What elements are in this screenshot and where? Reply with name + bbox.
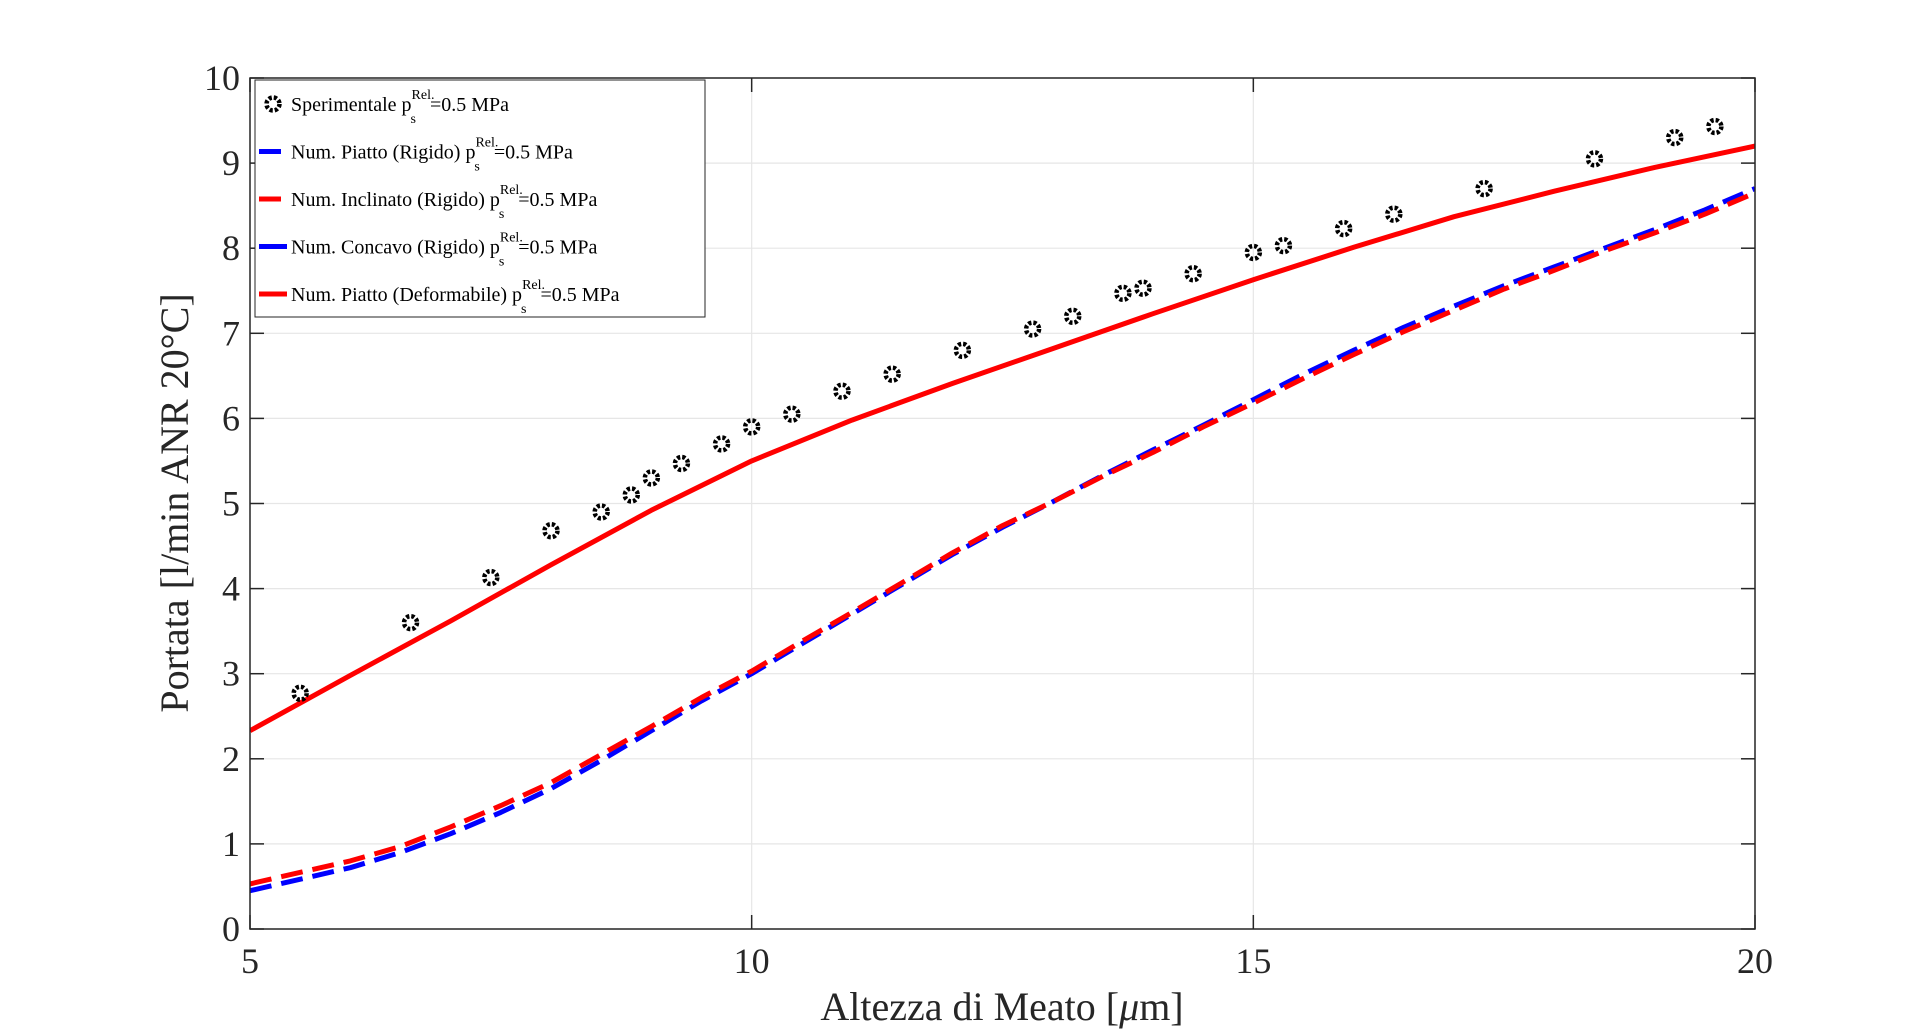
legend-prefix: Num. Piatto (Rigido) p	[291, 142, 475, 164]
y-tick-label: 5	[222, 484, 240, 524]
y-tick-label: 2	[222, 739, 240, 779]
y-tick-label: 10	[204, 58, 240, 98]
data-point	[1334, 219, 1353, 238]
legend-sup: Rel.	[522, 278, 545, 293]
data-point	[1134, 279, 1152, 297]
legend-marker-icon	[264, 95, 282, 113]
data-point	[883, 365, 901, 383]
data-point	[1665, 128, 1684, 147]
data-point	[1475, 179, 1493, 198]
legend-sup: Rel.	[412, 88, 435, 103]
legend-sup: Rel.	[500, 231, 523, 246]
legend-entry-3: Num. Concavo (Rigido) pRel. s =0.5 MPa	[291, 231, 597, 270]
data-point	[542, 521, 560, 540]
y-tick-label: 9	[222, 143, 240, 183]
series-line-3	[250, 143, 1755, 733]
legend-prefix: Num. Concavo (Rigido) p	[291, 237, 500, 259]
x-axis-label: Altezza di Meato [μm]	[820, 984, 1183, 1029]
data-point	[712, 435, 731, 453]
series-lines	[250, 143, 1755, 894]
x-tick-label: 15	[1235, 941, 1271, 981]
legend-suffix: =0.5 MPa	[540, 284, 619, 306]
y-tick-label: 4	[222, 569, 240, 609]
y-tick-label: 3	[222, 654, 240, 694]
data-point	[401, 613, 420, 632]
legend-suffix: =0.5 MPa	[518, 237, 597, 259]
legend-suffix: =0.5 MPa	[518, 189, 597, 211]
legend-sup: Rel.	[500, 183, 523, 198]
legend-entry-0: Sperimentale pRel. s =0.5 MPa	[291, 88, 509, 127]
data-point	[833, 382, 851, 400]
legend-entry-1: Num. Piatto (Rigido) pRel. s =0.5 MPa	[291, 136, 573, 175]
data-point	[1274, 236, 1293, 255]
legend-entry-4: Num. Piatto (Deformabile) pRel. s =0.5 MPa	[291, 278, 620, 317]
y-tick-label: 0	[222, 909, 240, 949]
legend-sub: s	[474, 160, 479, 175]
data-point	[1706, 117, 1724, 136]
y-tick-label: 6	[222, 398, 240, 438]
legend-prefix: Num. Piatto (Deformabile) p	[291, 284, 522, 306]
data-point	[291, 684, 309, 703]
data-point	[783, 405, 801, 423]
data-point	[482, 568, 500, 587]
legend-sub: s	[499, 207, 504, 222]
data-point	[622, 486, 641, 504]
tick-labels: 5 10 15 20 0 1 2 3 4 5 6 7 8 9 10	[204, 58, 1773, 981]
legend-suffix: =0.5 MPa	[430, 94, 509, 116]
data-point	[1114, 284, 1132, 303]
y-tick-label: 1	[222, 824, 240, 864]
data-point	[1063, 307, 1082, 326]
legend-prefix: Sperimentale p	[291, 94, 412, 116]
legend-box	[254, 79, 706, 318]
x-tick-label: 20	[1737, 941, 1773, 981]
series-group	[250, 117, 1755, 894]
data-point	[1023, 320, 1042, 338]
data-point	[672, 454, 691, 473]
legend-sup: Rel.	[475, 136, 498, 151]
y-tick-label: 7	[222, 313, 240, 353]
x-tick-label: 10	[734, 941, 770, 981]
data-point	[642, 469, 661, 487]
x-tick-label: 5	[241, 941, 259, 981]
data-point	[953, 341, 972, 360]
y-tick-label: 8	[222, 228, 240, 268]
data-point	[742, 418, 761, 436]
data-point	[1585, 150, 1604, 168]
tick-marks	[249, 77, 1756, 930]
data-point	[1385, 205, 1403, 223]
legend-suffix: =0.5 MPa	[494, 142, 573, 164]
series-line-2	[250, 190, 1755, 887]
data-point	[1184, 264, 1202, 283]
data-point	[592, 503, 610, 521]
legend-sub: s	[499, 255, 504, 270]
legend-sub: s	[521, 302, 526, 317]
y-axis-label: Portata [l/min ANR 20°C]	[152, 293, 197, 712]
legend-sub: s	[410, 112, 415, 127]
legend-prefix: Num. Inclinato (Rigido) p	[291, 189, 500, 211]
legend-entry-2: Num. Inclinato (Rigido) pRel. s =0.5 MPa	[291, 183, 597, 222]
